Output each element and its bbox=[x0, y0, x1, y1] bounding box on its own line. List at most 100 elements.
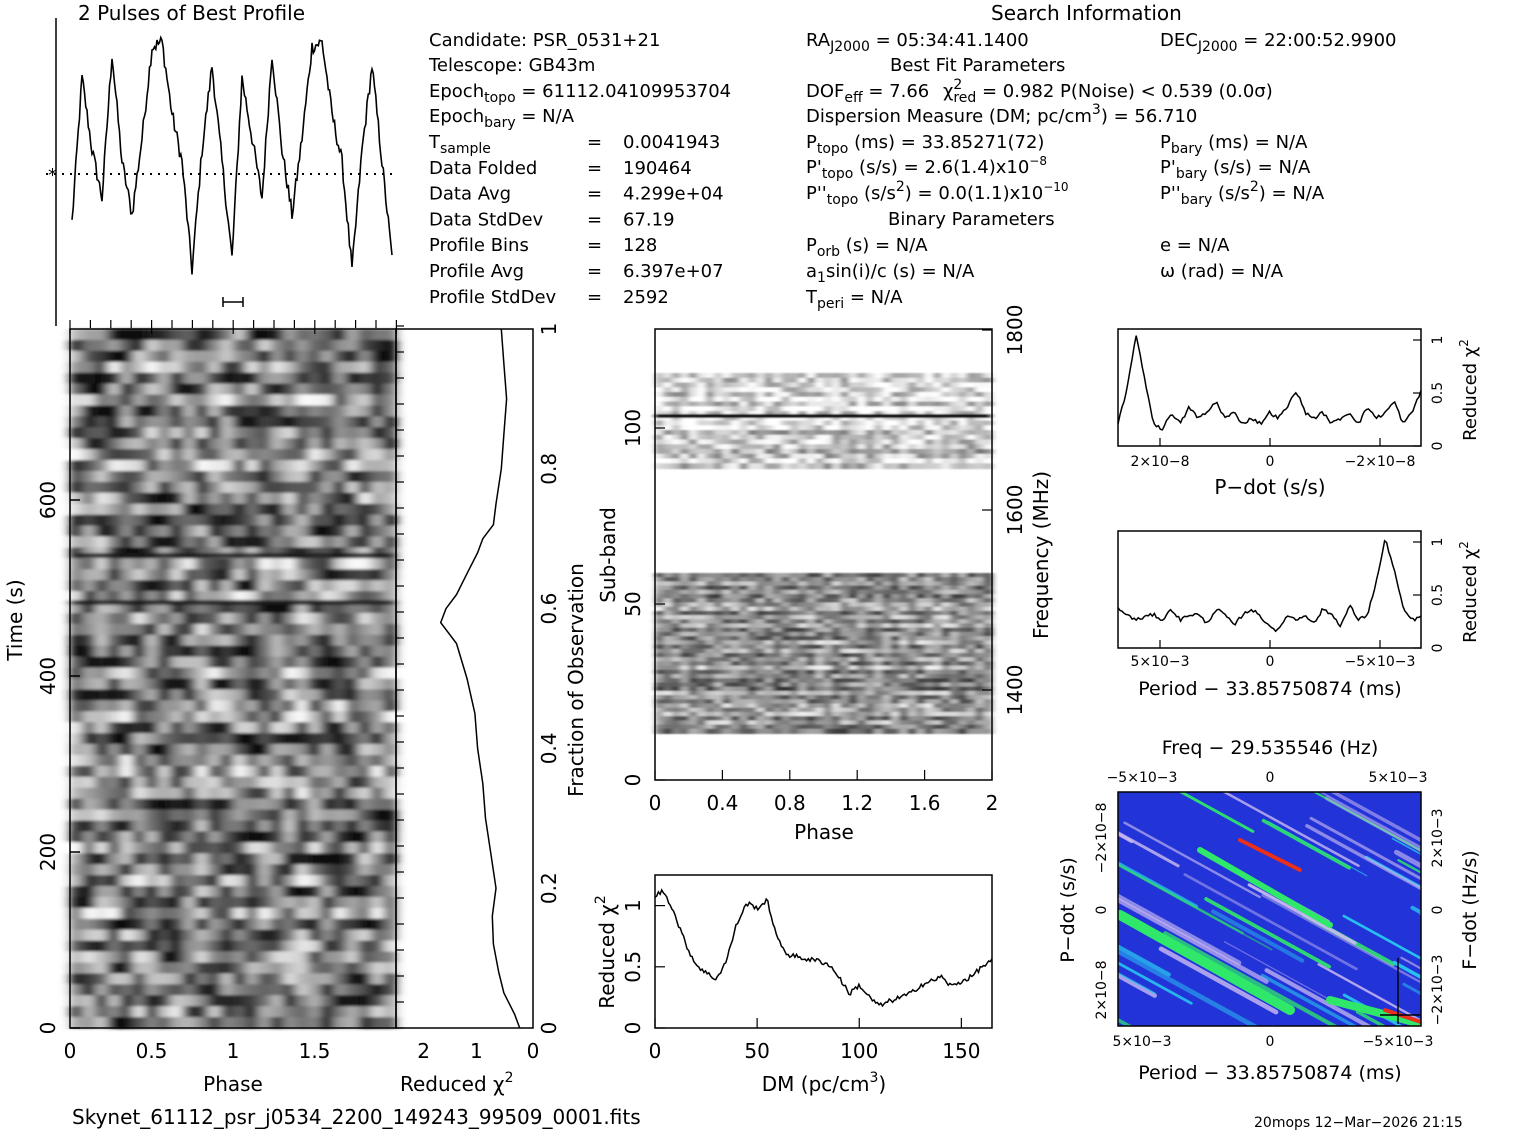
pddtopo-sub: topo bbox=[827, 192, 859, 208]
sb-cell bbox=[680, 589, 690, 595]
sb-cell bbox=[781, 594, 791, 600]
sb-cell bbox=[714, 665, 724, 671]
sb-cell bbox=[831, 615, 842, 621]
small-xtick-label: 2×10−8 bbox=[1130, 454, 1189, 470]
sb-cell bbox=[848, 610, 859, 617]
tp-cell bbox=[383, 383, 397, 396]
sb-cell bbox=[781, 657, 791, 663]
tp-cell bbox=[245, 700, 259, 713]
tperi-value: = N/A bbox=[844, 287, 903, 308]
tp-cell bbox=[370, 667, 385, 680]
tp-cell bbox=[370, 591, 385, 603]
tp-cell bbox=[220, 896, 234, 909]
sb-cell bbox=[933, 406, 943, 413]
sb-cell bbox=[773, 392, 783, 398]
dm-xtick-label: 0 bbox=[649, 1039, 662, 1063]
sb-cell bbox=[773, 396, 783, 403]
chi-value: = 0.982 P(Noise) < 0.539 (0.0σ) bbox=[976, 81, 1272, 102]
tp-cell bbox=[258, 416, 272, 429]
tp-cell bbox=[120, 602, 134, 614]
tp-cell bbox=[182, 350, 197, 363]
sb-cell bbox=[781, 623, 791, 629]
sb-cell bbox=[815, 627, 825, 633]
candidate-line: Candidate: PSR_0531+21 bbox=[429, 30, 660, 51]
sb-cell bbox=[958, 382, 968, 389]
tp-cell bbox=[258, 831, 272, 844]
tp-cell bbox=[182, 722, 197, 735]
tp-cell bbox=[308, 383, 322, 396]
tp-cell bbox=[370, 733, 385, 745]
tp-cell bbox=[132, 525, 147, 538]
sb-cell bbox=[705, 648, 715, 654]
tp-cell bbox=[120, 940, 134, 953]
tp-cell bbox=[320, 339, 335, 352]
sb-cell bbox=[831, 707, 842, 713]
tp-cell bbox=[295, 744, 310, 756]
tp-cell bbox=[320, 361, 335, 374]
sb-cell bbox=[874, 619, 884, 625]
sb-cell bbox=[899, 678, 909, 684]
tp-cell bbox=[233, 416, 247, 429]
tp-cell bbox=[207, 973, 222, 986]
sb-cell bbox=[949, 627, 960, 633]
sb-cell bbox=[773, 711, 783, 718]
sb-cell bbox=[705, 589, 715, 595]
sb-cell bbox=[747, 707, 758, 713]
sb-cell bbox=[756, 453, 766, 460]
tp-cell bbox=[283, 1017, 297, 1029]
sb-cell bbox=[840, 716, 850, 722]
tp-cell bbox=[182, 580, 197, 593]
sb-cell bbox=[688, 458, 699, 465]
sb-cell bbox=[890, 411, 901, 417]
sb-cell bbox=[798, 594, 808, 600]
sb-cell bbox=[789, 589, 800, 595]
tp-cell bbox=[82, 875, 96, 887]
sb-cell bbox=[865, 661, 875, 667]
tp-cell bbox=[195, 700, 209, 713]
tp-cell bbox=[182, 864, 197, 877]
tp-cell bbox=[358, 372, 372, 385]
sb-cell bbox=[798, 623, 808, 629]
sb-cell bbox=[907, 415, 918, 422]
sb-cell bbox=[798, 711, 808, 718]
sb-cell bbox=[916, 589, 926, 595]
tp-cell bbox=[157, 864, 172, 877]
tp-cell bbox=[245, 842, 259, 855]
sb-cell bbox=[680, 644, 690, 650]
tp-cell bbox=[358, 405, 372, 418]
sb-cell bbox=[655, 703, 665, 709]
tp-cell bbox=[120, 383, 134, 396]
tp-cell bbox=[245, 591, 259, 603]
sb-cell bbox=[840, 699, 850, 705]
tp-cell bbox=[245, 809, 259, 822]
sb-cell bbox=[730, 420, 741, 427]
sb-cell bbox=[882, 648, 892, 654]
sb-cell bbox=[714, 598, 724, 604]
sb-cell bbox=[874, 682, 884, 688]
sb-cell bbox=[739, 627, 749, 633]
tp-cell bbox=[283, 733, 297, 745]
tp-cell bbox=[383, 591, 397, 603]
sb-cell bbox=[655, 631, 665, 638]
sb-cell bbox=[688, 640, 699, 646]
sb-cell bbox=[857, 606, 867, 612]
tp-cell bbox=[120, 449, 134, 461]
sb-cell bbox=[865, 610, 875, 617]
sb-cell bbox=[705, 703, 715, 709]
sb-cell bbox=[857, 602, 867, 608]
tp-cell bbox=[70, 886, 84, 898]
sb-cell bbox=[798, 678, 808, 684]
sb-cell bbox=[899, 711, 909, 718]
sb-cell bbox=[697, 619, 707, 625]
sb-cell bbox=[966, 653, 977, 659]
ptopo-sub: topo bbox=[817, 141, 849, 157]
sb-cell bbox=[739, 434, 749, 441]
sb-cell bbox=[806, 682, 816, 688]
sb-cell bbox=[975, 463, 985, 470]
tp-cell bbox=[157, 656, 172, 669]
sb-cell bbox=[680, 699, 690, 705]
sb-cell bbox=[865, 411, 875, 417]
sb-cell bbox=[890, 589, 901, 595]
tp-cell bbox=[283, 776, 297, 789]
